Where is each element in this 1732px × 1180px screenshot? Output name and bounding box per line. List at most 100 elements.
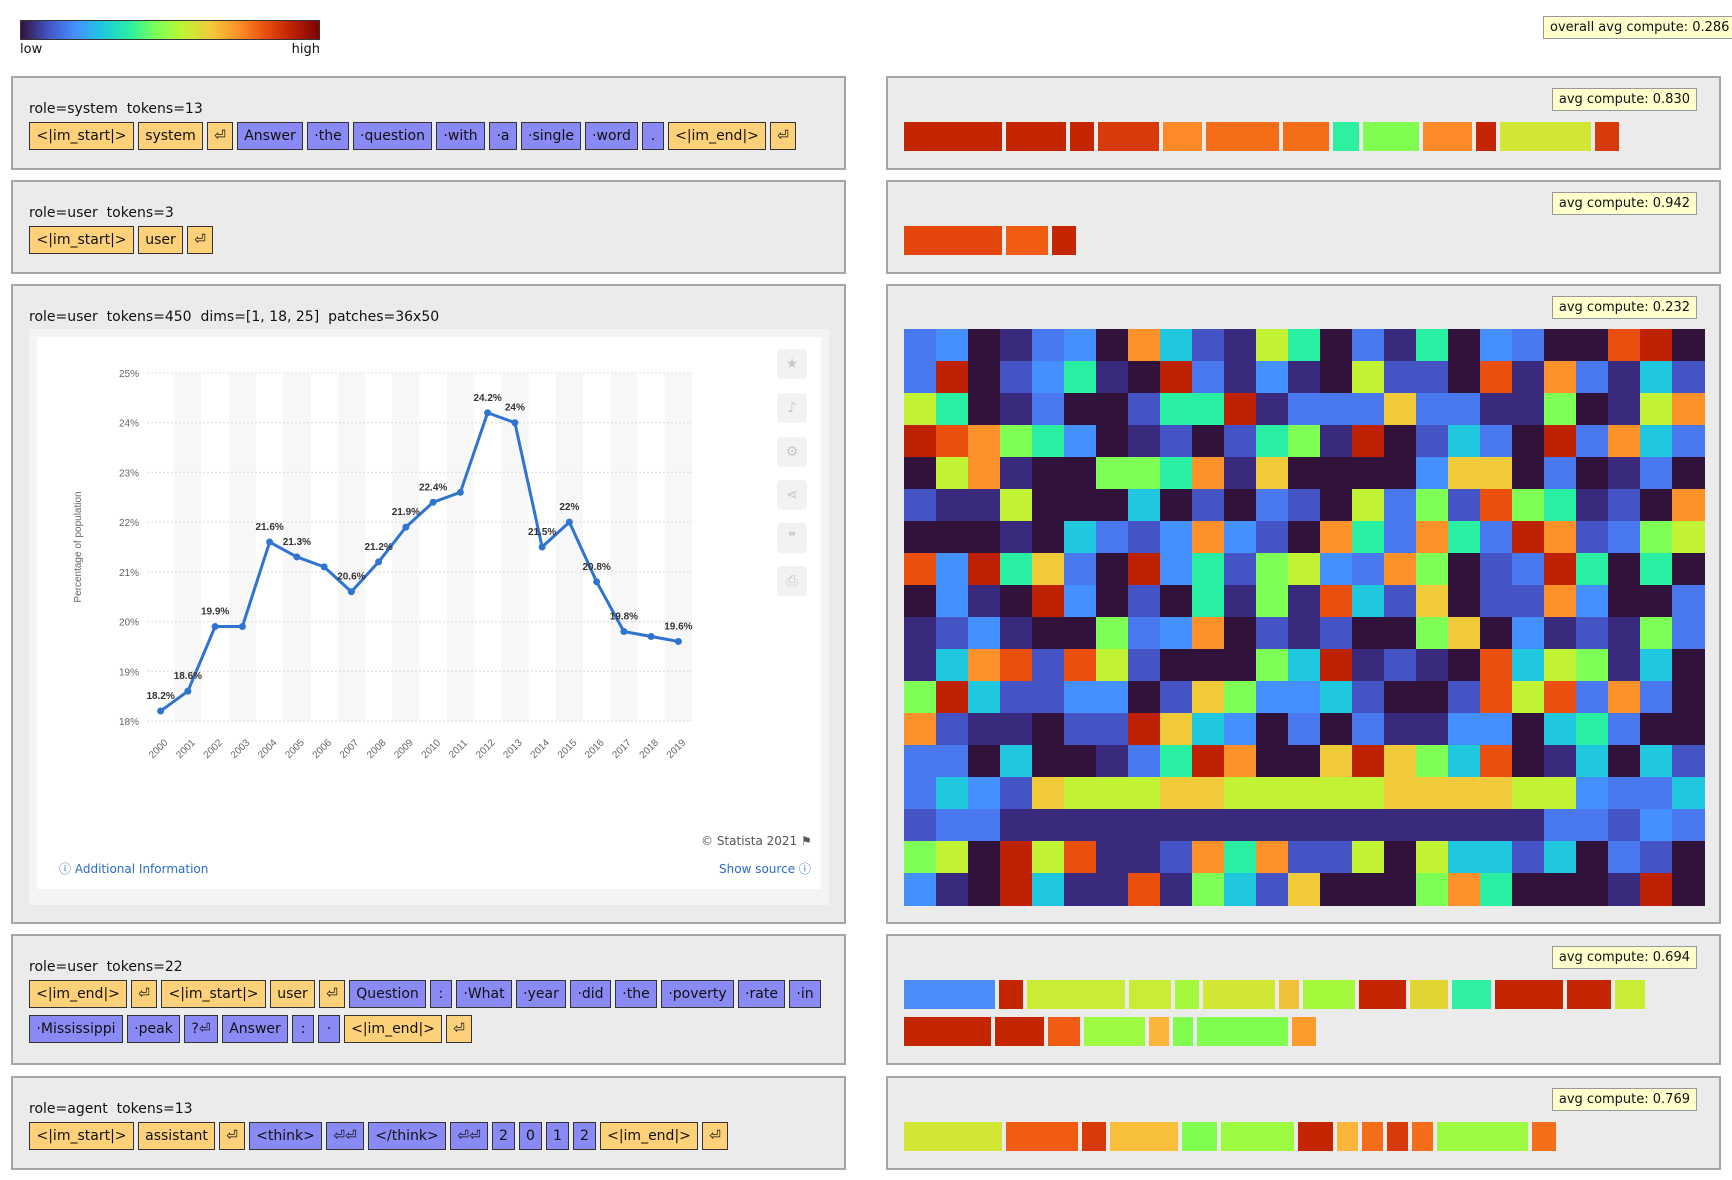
heatmap-cell — [1608, 425, 1641, 458]
heatmap-cell — [1064, 617, 1097, 650]
heatmap-cell — [1320, 553, 1353, 586]
star-icon[interactable]: ★ — [777, 349, 807, 379]
avg-compute-badge: avg compute: 0.694 — [1551, 946, 1697, 969]
heatmap-cell — [904, 553, 937, 586]
heatmap-cell — [1064, 425, 1097, 458]
heatmap-cell — [1320, 713, 1353, 746]
heatmap-cell — [1000, 745, 1033, 778]
heatmap-cell — [1160, 425, 1193, 458]
compute-cell — [1173, 1017, 1193, 1046]
heatmap-cell — [1320, 681, 1353, 714]
heatmap-cell — [1064, 489, 1097, 522]
heatmap-cell — [968, 425, 1001, 458]
additional-information-label: Additional Information — [74, 862, 209, 876]
token-chip: ·question — [353, 122, 432, 150]
x-tick-label: 2014 — [529, 737, 553, 761]
heatmap-cell — [1352, 649, 1385, 682]
heatmap-cell — [1608, 809, 1641, 842]
heatmap-cell — [1640, 745, 1673, 778]
compute-cell — [1495, 980, 1563, 1009]
heatmap-cell — [1448, 809, 1481, 842]
heatmap-cell — [1160, 393, 1193, 426]
heatmap-cell — [1288, 777, 1321, 810]
additional-information-link[interactable]: ⓘ Additional Information — [59, 860, 208, 877]
token-chip: ·year — [516, 980, 566, 1008]
heatmap-cell — [1096, 617, 1129, 650]
heatmap-cell — [904, 649, 937, 682]
heatmap-cell — [1640, 393, 1673, 426]
token-chip: ·word — [585, 122, 638, 150]
compute-cell — [1298, 1122, 1333, 1151]
heatmap-cell — [1480, 809, 1513, 842]
heatmap-cell — [1096, 489, 1129, 522]
heatmap-cell — [1288, 809, 1321, 842]
heatmap-cell — [1224, 393, 1257, 426]
heatmap-cell — [1128, 361, 1161, 394]
print-icon[interactable]: ⎙ — [777, 566, 807, 596]
heatmap-cell — [1512, 617, 1545, 650]
token-chip: ·Mississippi — [29, 1015, 123, 1043]
heatmap-cell — [1064, 393, 1097, 426]
heatmap-cell — [1256, 649, 1289, 682]
data-point — [211, 623, 219, 631]
heatmap-cell — [1320, 521, 1353, 554]
heatmap-cell — [904, 873, 937, 906]
heatmap-cell — [1096, 521, 1129, 554]
heatmap-cell — [1640, 681, 1673, 714]
heatmap-cell — [1544, 873, 1577, 906]
heatmap-cell — [936, 457, 969, 490]
avg-compute-badge: avg compute: 0.232 — [1551, 296, 1697, 319]
heatmap-cell — [1544, 713, 1577, 746]
show-source-link[interactable]: Show source ⓘ — [719, 860, 811, 877]
heatmap-cell — [1160, 841, 1193, 874]
row-system-compute: avg compute: 0.830 — [886, 76, 1721, 170]
heatmap-cell — [968, 585, 1001, 618]
compute-cell — [1082, 1122, 1106, 1151]
y-tick-label: 24% — [119, 419, 139, 430]
heatmap-cell — [1448, 649, 1481, 682]
column-band — [446, 373, 474, 721]
token-chip: user — [270, 980, 315, 1008]
compute-cell — [1048, 1017, 1080, 1046]
heatmap-cell — [1128, 585, 1161, 618]
heatmap-cell — [1608, 361, 1641, 394]
x-tick-label: 2001 — [174, 737, 198, 761]
compute-cell — [1567, 980, 1611, 1009]
quote-icon[interactable]: ❞ — [777, 523, 807, 553]
token-chip: user — [138, 226, 183, 254]
heatmap-cell — [1352, 681, 1385, 714]
heatmap-cell — [904, 809, 937, 842]
heatmap-cell — [1384, 777, 1417, 810]
heatmap-cell — [1160, 489, 1193, 522]
compute-cell — [1006, 1122, 1078, 1151]
heatmap-cell — [1672, 585, 1705, 618]
heatmap-cell — [1544, 329, 1577, 362]
heatmap-cell — [1128, 329, 1161, 362]
share-icon[interactable]: ⋖ — [777, 480, 807, 510]
heatmap-cell — [1608, 841, 1641, 874]
heatmap-cell — [1608, 393, 1641, 426]
heatmap-cell — [1672, 329, 1705, 362]
data-point — [402, 523, 410, 531]
heatmap-cell — [1160, 329, 1193, 362]
bell-icon[interactable]: ♪ — [777, 393, 807, 423]
heatmap-cell — [1352, 457, 1385, 490]
token-chip: <think> — [249, 1122, 322, 1150]
heatmap-cell — [1608, 553, 1641, 586]
heatmap-cell — [1544, 457, 1577, 490]
heatmap-cell — [1160, 809, 1193, 842]
heatmap-cell — [1160, 777, 1193, 810]
info-icon: ⓘ — [798, 862, 811, 876]
heatmap-cell — [968, 873, 1001, 906]
row-system-tokens: role=system tokens=13 <|im_start|> system… — [11, 76, 846, 170]
heatmap-cell — [1256, 745, 1289, 778]
heatmap-cell — [1192, 521, 1225, 554]
heatmap-cell — [1448, 873, 1481, 906]
heatmap-cell — [1224, 649, 1257, 682]
compute-cell — [1412, 1122, 1433, 1151]
token-chip: ⏎⏎ — [326, 1122, 364, 1150]
data-label: 24.2% — [473, 393, 501, 404]
gear-icon[interactable]: ⚙ — [777, 437, 807, 467]
heatmap-cell — [1256, 457, 1289, 490]
heatmap-cell — [1320, 329, 1353, 362]
